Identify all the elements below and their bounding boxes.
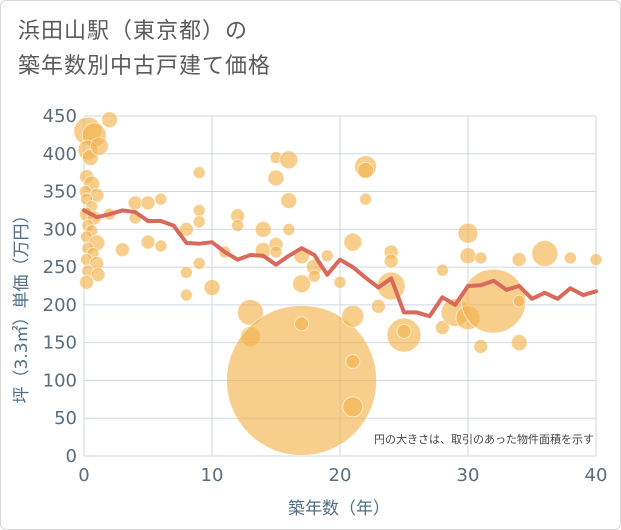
data-bubble <box>457 222 479 244</box>
data-bubble <box>89 136 109 156</box>
y-tick-label: 300 <box>43 219 77 240</box>
data-bubble <box>101 111 119 129</box>
data-bubble <box>226 304 378 456</box>
data-bubble <box>267 169 285 187</box>
x-tick-label: 10 <box>201 465 224 486</box>
data-bubble <box>203 279 221 297</box>
bubble-layer <box>73 111 603 456</box>
y-tick-label: 100 <box>43 370 77 391</box>
average-line-layer <box>82 208 598 319</box>
data-bubble <box>512 294 526 308</box>
y-tick-label: 150 <box>43 333 77 354</box>
data-bubble <box>396 323 412 339</box>
data-bubble <box>79 274 95 290</box>
data-bubble <box>192 203 206 217</box>
data-bubble <box>114 242 130 258</box>
data-bubble <box>269 245 283 259</box>
data-bubble <box>178 221 194 237</box>
data-bubble <box>127 195 143 211</box>
data-bubble <box>511 252 527 268</box>
y-tick-label: 250 <box>43 257 77 278</box>
data-bubble <box>292 274 312 294</box>
x-tick-label: 30 <box>457 465 480 486</box>
data-bubble <box>179 288 193 302</box>
y-tick-label: 450 <box>43 106 77 127</box>
data-bubble <box>473 338 489 354</box>
data-bubble <box>563 251 577 265</box>
chart-title: 浜田山駅（東京都）の 築年数別中古戸建て価格 <box>18 14 271 84</box>
data-bubble <box>282 222 296 236</box>
data-bubble <box>179 265 193 279</box>
data-bubble <box>342 396 364 418</box>
data-bubble <box>90 267 106 283</box>
data-bubble <box>280 192 298 210</box>
chart-axes: 0 50 100 150 200 250 300 350 400 450 0 10 20 30 40 <box>43 106 608 486</box>
average-price-line <box>82 208 598 319</box>
y-tick-label: 50 <box>54 408 77 429</box>
x-axis-title: 築年数（年） <box>288 499 390 519</box>
data-bubble <box>279 150 299 170</box>
data-bubble <box>531 240 559 268</box>
data-bubble <box>370 298 386 314</box>
data-bubble <box>140 195 156 211</box>
chart-title-line2: 築年数別中古戸建て価格 <box>18 54 272 79</box>
x-tick-label: 0 <box>78 465 89 486</box>
data-bubble <box>140 234 156 250</box>
data-bubble <box>589 253 603 267</box>
data-bubble <box>192 215 206 229</box>
data-bubble <box>343 232 363 252</box>
data-bubble <box>254 220 272 238</box>
data-bubble <box>333 275 347 289</box>
data-bubble <box>231 219 245 233</box>
data-bubble <box>359 192 373 206</box>
data-bubble <box>357 161 375 179</box>
data-bubble <box>192 166 206 180</box>
data-bubble <box>345 354 361 370</box>
size-annotation: 円の大きさは、取引のあった物件面積を示す <box>374 432 594 446</box>
data-bubble <box>294 316 310 332</box>
y-tick-label: 200 <box>43 295 77 316</box>
data-bubble <box>154 239 168 253</box>
data-bubble <box>383 253 399 269</box>
data-bubble <box>510 334 528 352</box>
y-tick-label: 350 <box>43 182 77 203</box>
data-bubble <box>320 249 334 263</box>
data-bubble <box>459 247 477 265</box>
data-bubble <box>192 256 206 270</box>
x-tick-label: 40 <box>585 465 608 486</box>
data-bubble <box>435 263 449 277</box>
data-bubble <box>341 304 365 328</box>
chart-title-line1: 浜田山駅（東京都）の <box>18 19 249 44</box>
y-axis-title: 坪（3.3㎡）単価（万円） <box>12 206 32 403</box>
data-bubble <box>474 251 488 265</box>
data-bubble <box>154 192 168 206</box>
y-tick-label: 400 <box>43 144 77 165</box>
y-tick-label: 0 <box>66 446 77 467</box>
data-bubble <box>307 269 321 283</box>
data-bubble <box>434 320 450 336</box>
x-tick-label: 20 <box>329 465 352 486</box>
